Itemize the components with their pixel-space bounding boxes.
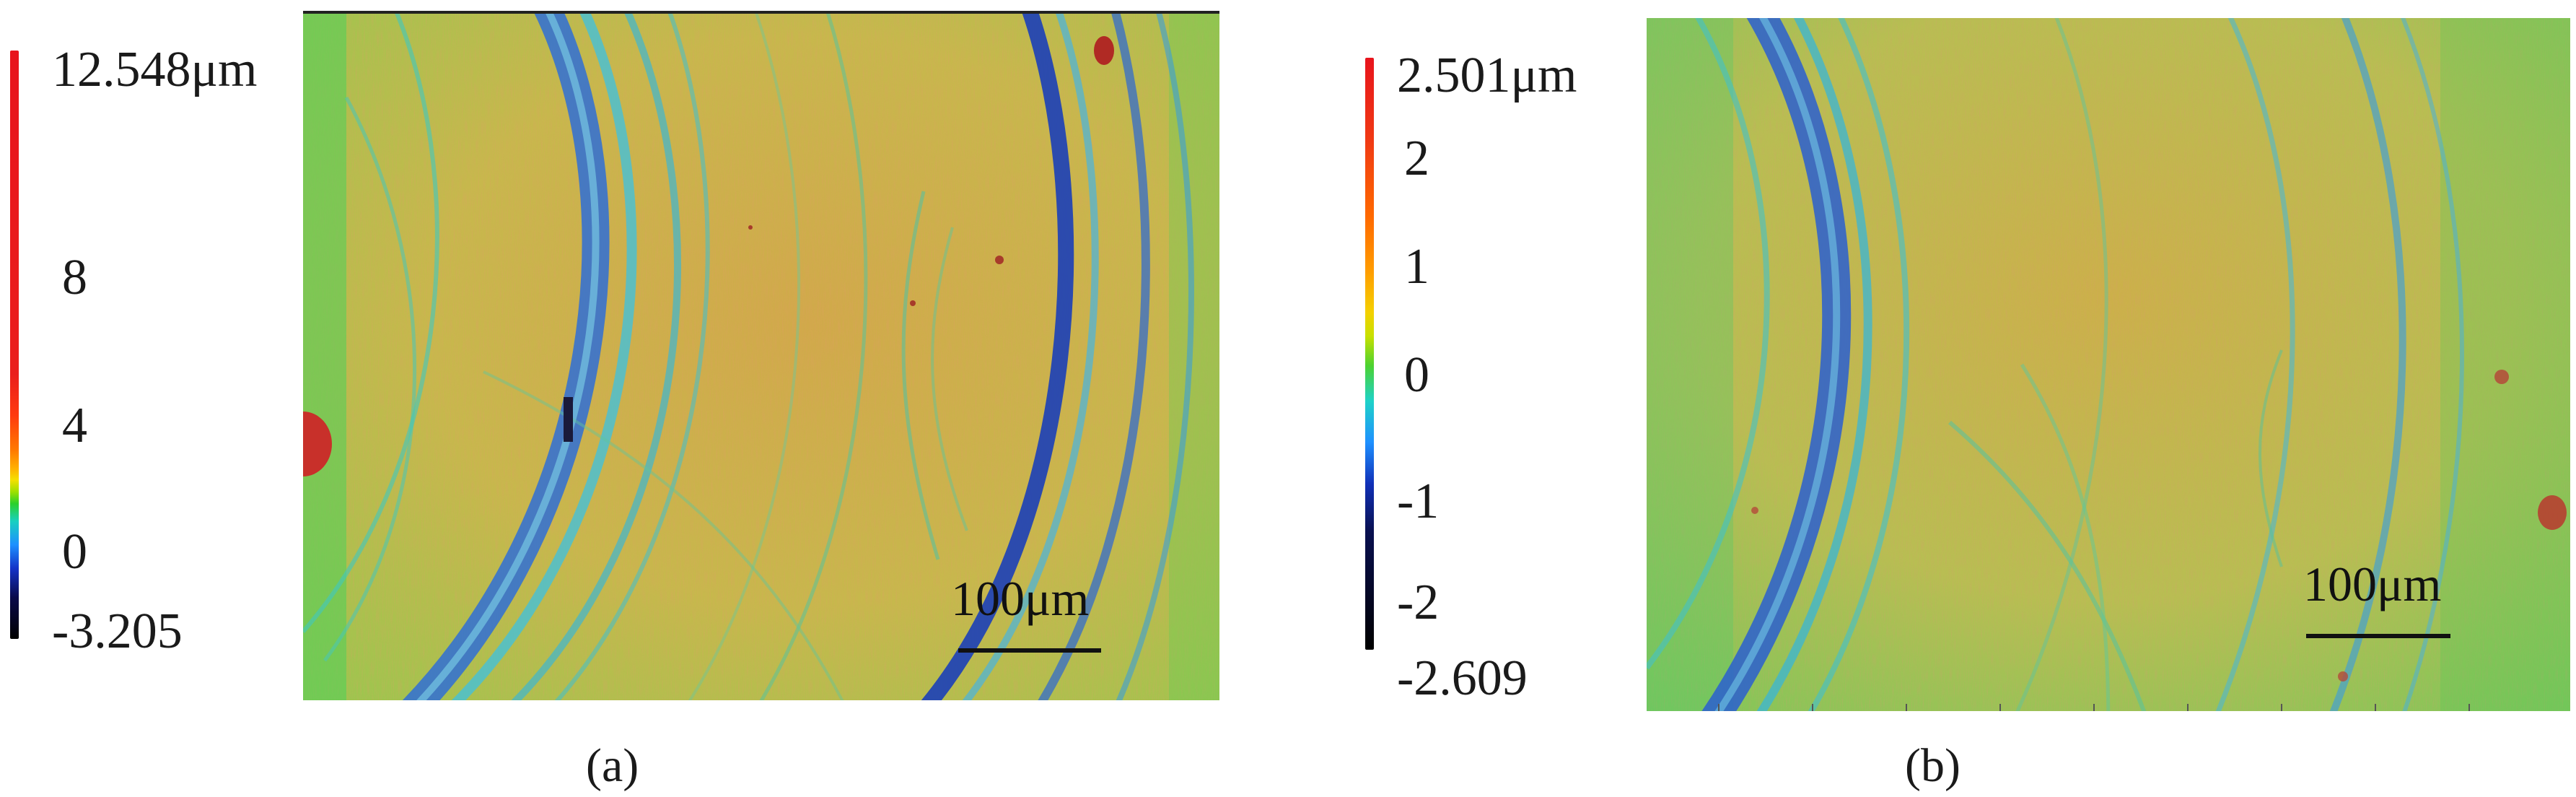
colorbar-b-min-label: -2.609 [1397,650,1528,706]
colorbar-b [1365,58,1374,650]
colorbar-a [10,51,19,639]
caption-b: (b) [1905,739,1961,792]
scale-bar-a [958,648,1101,653]
colorbar-b-tick-neg1: -1 [1397,474,1440,529]
colorbar-a-tick-4: 4 [62,398,87,453]
colorbar-b-tick-1: 1 [1404,239,1429,295]
scale-bar-b [2306,634,2450,638]
colorbar-b-tick-0: 0 [1404,347,1429,403]
colorbar-b-max-label: 2.501μm [1397,48,1577,103]
colorbar-a-tick-0: 0 [62,524,87,580]
colorbar-a-tick-8: 8 [62,250,87,305]
scale-bar-b-label: 100μm [2303,557,2442,611]
scale-bar-a-label: 100μm [951,571,1090,626]
colorbar-b-tick-neg2: -2 [1397,575,1440,630]
surface-map-b [1647,18,2570,711]
colorbar-a-min-label: -3.205 [52,604,183,659]
caption-a: (a) [586,739,639,792]
surface-map-a [303,11,1219,700]
colorbar-b-tick-2: 2 [1404,131,1429,186]
colorbar-a-max-label: 12.548μm [52,42,258,97]
